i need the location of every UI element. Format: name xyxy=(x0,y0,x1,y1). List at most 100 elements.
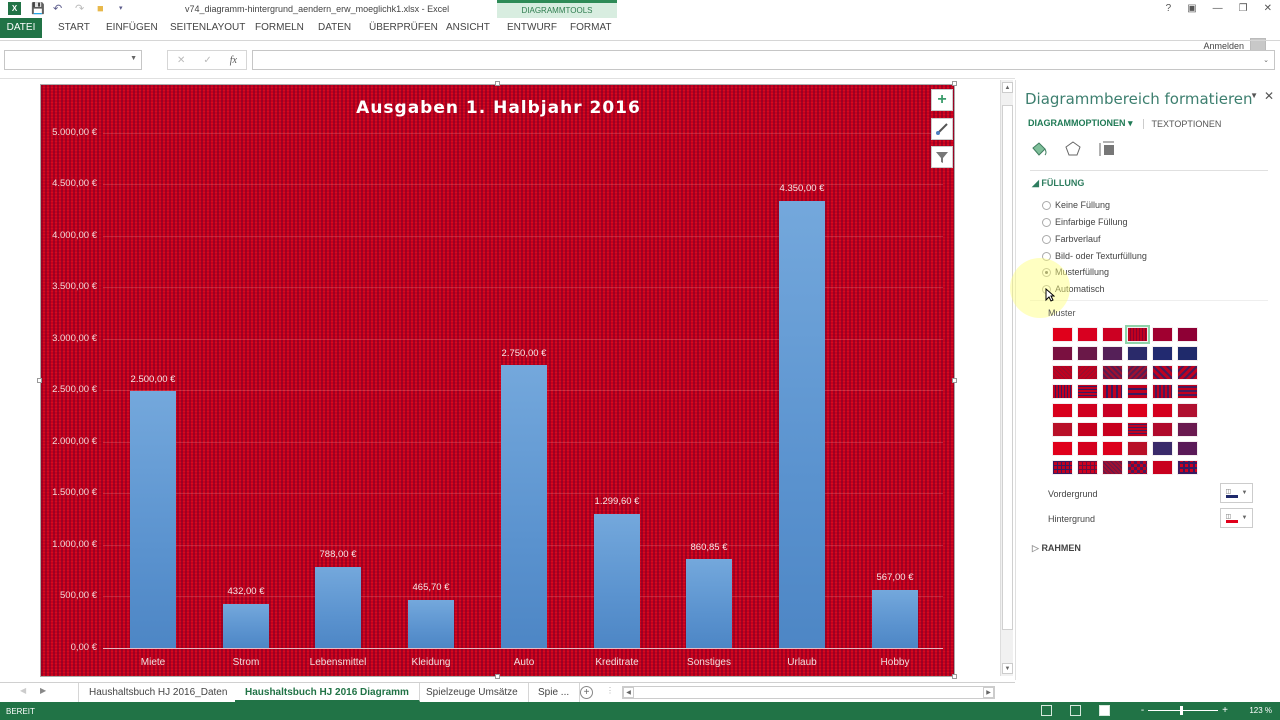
pattern-swatch[interactable] xyxy=(1152,346,1173,361)
pattern-swatch[interactable] xyxy=(1177,365,1198,380)
border-section-header[interactable]: ▷ RAHMEN xyxy=(1032,543,1081,553)
zoom-knob[interactable] xyxy=(1180,706,1184,715)
pattern-swatch[interactable] xyxy=(1077,422,1098,437)
pattern-swatch[interactable] xyxy=(1077,384,1098,399)
pattern-swatch[interactable] xyxy=(1127,403,1148,418)
add-chart-element-button[interactable]: + xyxy=(931,89,953,111)
bar-lebensmittel[interactable] xyxy=(315,567,361,648)
tab-ueberpruefen[interactable]: ÜBERPRÜFEN xyxy=(369,22,438,33)
pattern-swatch[interactable] xyxy=(1152,327,1173,342)
prev-sheet-icon[interactable]: ◀ xyxy=(20,686,27,695)
enter-icon[interactable]: ✓ xyxy=(203,54,212,66)
add-sheet-icon[interactable]: + xyxy=(580,686,593,699)
tab-diagrammoptionen[interactable]: DIAGRAMMOPTIONEN ▾ xyxy=(1028,118,1133,128)
formula-input[interactable]: ⌄ xyxy=(252,50,1275,70)
radio-button[interactable] xyxy=(1042,217,1051,227)
normal-view-icon[interactable] xyxy=(1041,705,1052,716)
pattern-swatch[interactable] xyxy=(1077,403,1098,418)
pattern-swatch[interactable] xyxy=(1127,346,1148,361)
pattern-swatch[interactable] xyxy=(1052,441,1073,456)
bar-strom[interactable] xyxy=(223,604,269,648)
pattern-swatch[interactable] xyxy=(1127,384,1148,399)
save-icon[interactable]: 💾 xyxy=(31,2,45,15)
resize-handle[interactable] xyxy=(495,81,500,86)
signin-label[interactable]: Anmelden xyxy=(1203,41,1244,51)
pattern-swatch[interactable] xyxy=(1177,384,1198,399)
pattern-swatch[interactable] xyxy=(1152,460,1173,475)
option-farbverlauf[interactable]: Farbverlauf xyxy=(1042,234,1101,244)
bar-sonstiges[interactable] xyxy=(686,559,732,648)
pattern-swatch-selected[interactable] xyxy=(1125,325,1150,344)
pattern-swatch[interactable] xyxy=(1177,460,1198,475)
pattern-swatch[interactable] xyxy=(1102,346,1123,361)
redo-icon[interactable]: ↷ xyxy=(75,2,85,15)
tab-formeln[interactable]: FORMELN xyxy=(255,22,304,33)
sheet-tab-spielzeuge[interactable]: Spielzeuge Umsätze xyxy=(416,683,529,702)
chart-title[interactable]: Ausgaben 1. Halbjahr 2016 xyxy=(356,98,641,118)
bar-auto[interactable] xyxy=(501,365,547,648)
pattern-swatch[interactable] xyxy=(1152,365,1173,380)
pattern-swatch[interactable] xyxy=(1052,346,1073,361)
pattern-swatch[interactable] xyxy=(1077,460,1098,475)
option-keine-fuellung[interactable]: Keine Füllung xyxy=(1042,200,1110,210)
zoom-out-icon[interactable]: - xyxy=(1140,705,1145,716)
pattern-swatch[interactable] xyxy=(1077,346,1098,361)
pattern-swatch[interactable] xyxy=(1152,403,1173,418)
close-icon[interactable]: ✕ xyxy=(1263,3,1272,14)
sheet-tab-more[interactable]: Spie ... xyxy=(528,683,581,702)
fill-section-header[interactable]: ◢ FÜLLUNG xyxy=(1032,178,1085,188)
tab-ansicht[interactable]: ANSICHT xyxy=(446,22,490,33)
option-einfarbige-fuellung[interactable]: Einfarbige Füllung xyxy=(1042,217,1128,227)
pattern-swatch[interactable] xyxy=(1102,403,1123,418)
help-icon[interactable]: ? xyxy=(1165,3,1172,14)
sheet-tab-daten[interactable]: Haushaltsbuch HJ 2016_Daten xyxy=(78,683,239,702)
scroll-left-icon[interactable]: ◀ xyxy=(623,687,634,698)
bar-kleidung[interactable] xyxy=(408,600,454,648)
pattern-swatch[interactable] xyxy=(1052,327,1073,342)
resize-handle[interactable] xyxy=(37,378,42,383)
pattern-swatch[interactable] xyxy=(1177,422,1198,437)
pattern-swatch[interactable] xyxy=(1177,327,1198,342)
scroll-thumb[interactable] xyxy=(1002,105,1013,630)
tab-textoptionen[interactable]: TEXTOPTIONEN xyxy=(1142,118,1221,129)
bar-urlaub[interactable] xyxy=(779,201,825,648)
radio-button[interactable] xyxy=(1042,234,1051,244)
resize-handle[interactable] xyxy=(952,378,957,383)
resize-handle[interactable] xyxy=(495,674,500,679)
cancel-icon[interactable]: ✕ xyxy=(177,54,186,66)
close-pane-icon[interactable]: ✕ xyxy=(1263,89,1274,103)
pattern-swatch[interactable] xyxy=(1077,365,1098,380)
scroll-down-icon[interactable]: ▼ xyxy=(1002,663,1013,674)
bar-kreditrate[interactable] xyxy=(594,514,640,648)
pattern-swatch[interactable] xyxy=(1052,384,1073,399)
bar-hobby[interactable] xyxy=(872,590,918,648)
pattern-swatch[interactable] xyxy=(1102,441,1123,456)
foreground-color-button[interactable]: ◫ ▼ xyxy=(1220,483,1253,503)
pattern-swatch[interactable] xyxy=(1102,460,1123,475)
tab-format[interactable]: FORMAT xyxy=(570,22,612,33)
pattern-swatch[interactable] xyxy=(1052,460,1073,475)
pattern-swatch[interactable] xyxy=(1127,365,1148,380)
pattern-swatch[interactable] xyxy=(1127,441,1148,456)
expand-formula-icon[interactable]: ⌄ xyxy=(1263,57,1269,64)
effects-icon[interactable] xyxy=(1064,140,1082,158)
chart-styles-button[interactable] xyxy=(931,118,953,140)
pattern-swatch[interactable] xyxy=(1152,441,1173,456)
scroll-right-icon[interactable]: ▶ xyxy=(983,687,994,698)
pattern-swatch[interactable] xyxy=(1052,365,1073,380)
pattern-swatch[interactable] xyxy=(1152,422,1173,437)
radio-button[interactable] xyxy=(1042,267,1051,277)
pattern-swatch[interactable] xyxy=(1102,365,1123,380)
sheet-tab-diagramm[interactable]: Haushaltsbuch HJ 2016 Diagramm xyxy=(235,683,420,702)
pattern-swatch[interactable] xyxy=(1052,403,1073,418)
pattern-swatch[interactable] xyxy=(1177,403,1198,418)
pattern-swatch[interactable] xyxy=(1102,327,1123,342)
pattern-swatch[interactable] xyxy=(1177,441,1198,456)
chart-area[interactable]: Ausgaben 1. Halbjahr 2016 0,00 € 500,00 … xyxy=(40,84,955,677)
restore-icon[interactable]: ❐ xyxy=(1238,3,1248,14)
page-layout-view-icon[interactable] xyxy=(1070,705,1081,716)
zoom-level[interactable]: 123 % xyxy=(1249,706,1272,715)
fill-line-icon[interactable] xyxy=(1030,140,1048,158)
bar-miete[interactable] xyxy=(130,391,176,648)
pattern-swatch[interactable] xyxy=(1077,441,1098,456)
